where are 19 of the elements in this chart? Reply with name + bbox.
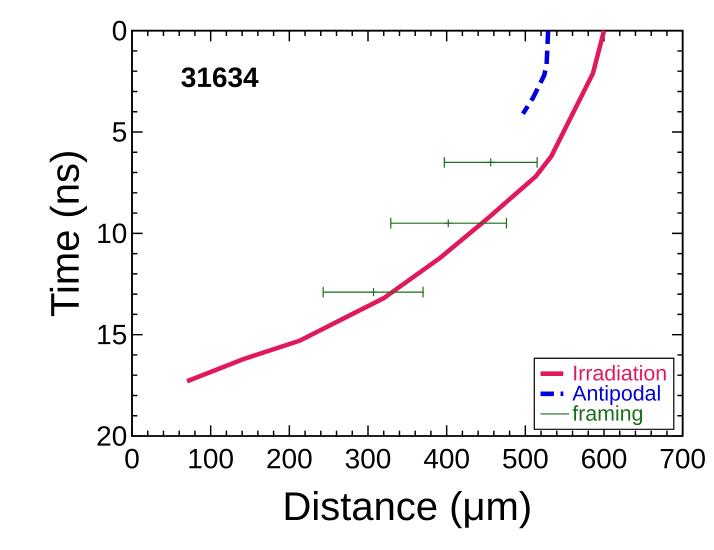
y-tick-label: 5 (112, 122, 126, 142)
x-tick-label: 200 (267, 448, 312, 469)
x-tick-label: 0 (125, 448, 139, 469)
legend-label: Irradiation (574, 364, 666, 381)
x-tick-label: 100 (189, 448, 233, 469)
x-tick-label: 700 (660, 448, 705, 469)
x-tick-label: 300 (346, 448, 390, 469)
x-tick-label: 400 (424, 448, 469, 469)
x-tick-label: 500 (503, 448, 548, 469)
y-tick-label: 15 (98, 324, 126, 344)
y-tick-label: 20 (98, 426, 126, 446)
y-tick-label: 0 (112, 20, 126, 41)
x-tick-label: 600 (582, 448, 626, 469)
y-axis-title: Time (ns) (50, 152, 87, 316)
legend-label: Antipodal (572, 385, 660, 405)
legend-label: framing (572, 405, 642, 426)
annotation: 31634 (181, 67, 258, 88)
x-axis-title: Distance (μm) (286, 491, 530, 528)
y-tick-label: 10 (98, 223, 126, 244)
